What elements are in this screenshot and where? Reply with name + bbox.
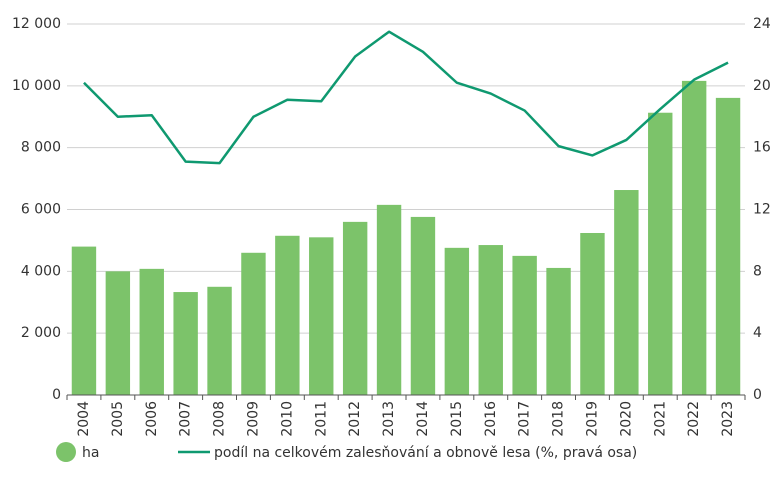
x-tick-label: 2015 xyxy=(449,401,465,437)
bar xyxy=(376,204,402,395)
x-tick-label: 2020 xyxy=(618,401,634,437)
y2-tick-label: 24 xyxy=(753,16,771,32)
x-tick-label: 2012 xyxy=(347,401,363,437)
y-tick-label: 4 000 xyxy=(21,263,61,279)
bar xyxy=(681,80,707,396)
x-tick-label: 2021 xyxy=(652,401,668,437)
x-tick-label: 2016 xyxy=(483,401,499,437)
bar xyxy=(580,232,605,395)
x-tick-label: 2008 xyxy=(212,401,228,437)
legend-label: podíl na celkovém zalesňování a obnově l… xyxy=(214,445,637,461)
y2-tick-label: 16 xyxy=(753,140,771,156)
x-tick-label: 2017 xyxy=(517,401,533,437)
x-tick-label: 2004 xyxy=(76,401,92,437)
bar xyxy=(207,286,232,395)
bar xyxy=(342,221,368,395)
bar xyxy=(309,237,334,395)
x-tick-label: 2019 xyxy=(584,401,600,437)
bar xyxy=(512,255,537,395)
bar xyxy=(173,292,198,395)
y2-tick-label: 8 xyxy=(753,263,762,279)
x-tick-label: 2011 xyxy=(313,401,329,437)
y-tick-label: 6 000 xyxy=(21,202,61,218)
y-tick-label: 8 000 xyxy=(21,140,61,156)
x-tick-label: 2018 xyxy=(551,401,567,437)
legend-swatch xyxy=(56,442,76,462)
y-tick-label: 12 000 xyxy=(12,16,61,32)
y2-tick-label: 0 xyxy=(753,387,762,403)
x-tick-label: 2014 xyxy=(415,401,431,437)
legend-label: ha xyxy=(82,445,99,461)
bar xyxy=(715,97,741,395)
y-tick-label: 2 000 xyxy=(21,325,61,341)
bar xyxy=(105,271,131,395)
bar xyxy=(478,245,503,395)
bar xyxy=(71,246,97,395)
bar xyxy=(139,268,164,395)
bar xyxy=(648,112,673,395)
bar xyxy=(614,190,639,395)
x-tick-label: 2006 xyxy=(144,401,160,437)
y-tick-label: 0 xyxy=(52,387,61,403)
y2-tick-label: 12 xyxy=(753,202,771,218)
y2-tick-label: 4 xyxy=(753,325,762,341)
y-tick-label: 10 000 xyxy=(12,78,61,94)
y2-tick-label: 20 xyxy=(753,78,771,94)
x-tick-label: 2007 xyxy=(178,401,194,437)
line xyxy=(83,30,729,165)
x-tick-label: 2009 xyxy=(245,401,261,437)
x-tick-label: 2010 xyxy=(279,401,295,437)
bar xyxy=(546,267,571,395)
bar xyxy=(275,235,300,395)
bar xyxy=(410,216,436,395)
x-tick-label: 2022 xyxy=(686,401,702,437)
x-tick-label: 2013 xyxy=(381,401,397,437)
x-tick-label: 2023 xyxy=(720,401,736,437)
bar xyxy=(444,247,470,395)
x-tick-label: 2005 xyxy=(110,401,126,437)
bar xyxy=(241,252,266,395)
